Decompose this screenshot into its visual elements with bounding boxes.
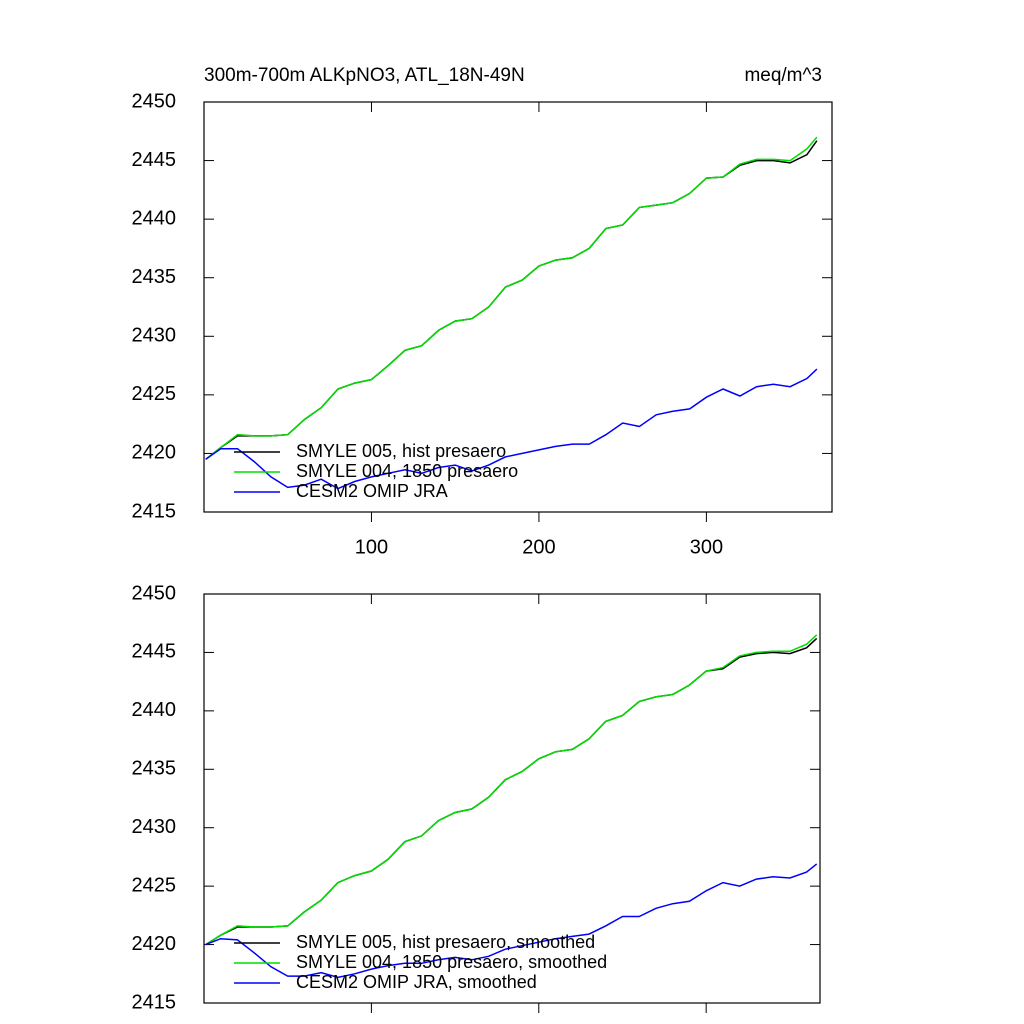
x-tick-label: 100 xyxy=(355,536,388,558)
x-tick-label: 300 xyxy=(690,536,723,558)
legend-label: SMYLE 005, hist presaero, smoothed xyxy=(296,932,595,952)
series-line xyxy=(205,136,818,460)
series-line xyxy=(205,368,818,490)
series-line xyxy=(205,863,818,979)
chart-title: 300m-700m ALKpNO3, ATL_18N-49N xyxy=(204,65,525,86)
y-tick-label: 2430 xyxy=(132,325,177,347)
units-label: meq/m^3 xyxy=(744,65,822,86)
legend-label: CESM2 OMIP JRA xyxy=(296,481,448,501)
plot-frame xyxy=(203,593,821,1004)
legend-label: SMYLE 005, hist presaero xyxy=(296,441,506,461)
y-tick-label: 2425 xyxy=(132,383,177,405)
y-tick-label: 2435 xyxy=(132,266,177,288)
x-tick-label: 200 xyxy=(522,536,555,558)
y-tick-label: 2440 xyxy=(132,207,177,229)
y-tick-label: 2420 xyxy=(132,442,177,464)
legend-label: SMYLE 004, 1850 presaero, smoothed xyxy=(296,952,607,972)
series-line xyxy=(205,637,818,946)
y-tick-label: 2430 xyxy=(132,816,177,838)
y-tick-label: 2445 xyxy=(132,149,177,171)
y-tick-label: 2415 xyxy=(132,991,177,1013)
y-tick-label: 2450 xyxy=(132,582,177,604)
y-tick-label: 2420 xyxy=(132,933,177,955)
y-tick-label: 2425 xyxy=(132,874,177,896)
y-tick-label: 2435 xyxy=(132,758,177,780)
y-tick-label: 2445 xyxy=(132,641,177,663)
y-tick-label: 2415 xyxy=(132,500,177,522)
y-tick-label: 2440 xyxy=(132,699,177,721)
y-tick-label: 2450 xyxy=(132,90,177,112)
plot-frame xyxy=(203,101,833,513)
legend-label: SMYLE 004, 1850 presaero xyxy=(296,461,518,481)
legend-label: CESM2 OMIP JRA, smoothed xyxy=(296,972,537,992)
series-line xyxy=(205,140,818,460)
series-line xyxy=(205,634,818,946)
